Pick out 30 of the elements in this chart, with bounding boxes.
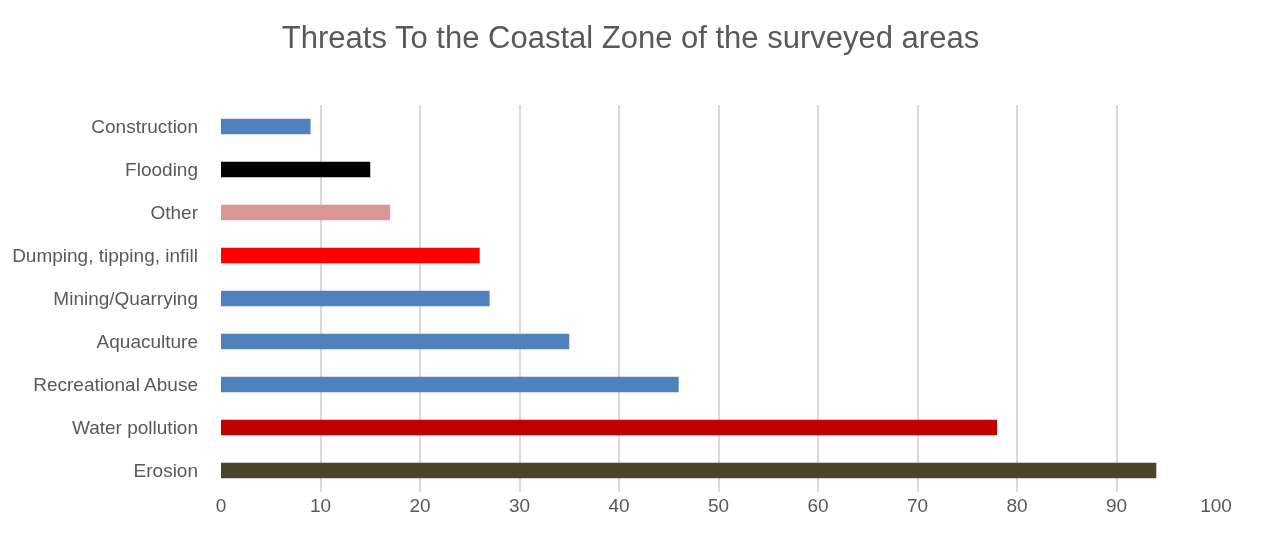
bar — [221, 290, 490, 307]
y-tick-label: Water pollution — [71, 417, 198, 439]
x-tick-label: 90 — [1105, 495, 1128, 516]
x-tick-label: 50 — [707, 495, 730, 516]
y-tick-label: Flooding — [125, 159, 198, 181]
y-tick-label: Other — [150, 202, 199, 224]
bar — [221, 247, 480, 264]
chart-title: Threats To the Coastal Zone of the surveyed areas — [281, 20, 980, 56]
x-tick-label: 10 — [309, 495, 332, 516]
y-tick-label: Mining/Quarrying — [53, 288, 198, 310]
bar — [221, 419, 998, 436]
x-tick-label: 100 — [1200, 495, 1232, 516]
x-tick-label: 80 — [1006, 495, 1028, 516]
x-tick-label: 40 — [608, 495, 630, 516]
x-tick-label: 30 — [508, 495, 531, 516]
bar — [221, 161, 371, 178]
x-tick-label: 70 — [906, 495, 929, 516]
bar — [221, 204, 391, 221]
x-tick-label: 20 — [409, 495, 431, 516]
bar — [221, 376, 679, 393]
bar — [221, 118, 311, 135]
bar — [221, 462, 1157, 479]
x-tick-label: 60 — [807, 495, 829, 516]
y-tick-label: Construction — [91, 116, 198, 138]
y-tick-label: Aquaculture — [96, 331, 198, 353]
bar — [221, 333, 570, 350]
y-tick-label: Dumping, tipping, infill — [12, 245, 198, 267]
x-tick-label: 0 — [215, 495, 227, 516]
y-tick-label: Recreational Abuse — [33, 374, 198, 396]
y-tick-label: Erosion — [133, 460, 198, 482]
